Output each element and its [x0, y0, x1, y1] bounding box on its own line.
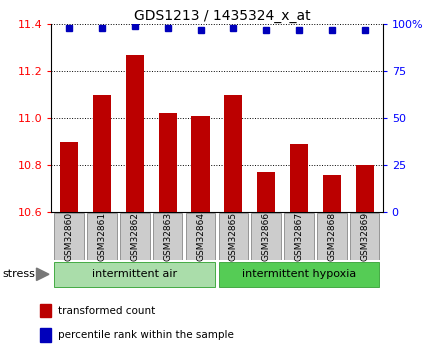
Text: percentile rank within the sample: percentile rank within the sample: [58, 330, 234, 339]
Text: GSM32865: GSM32865: [229, 212, 238, 261]
FancyBboxPatch shape: [218, 262, 380, 287]
Text: GSM32862: GSM32862: [130, 212, 139, 261]
FancyBboxPatch shape: [350, 213, 380, 259]
Text: GSM32868: GSM32868: [328, 212, 336, 261]
Text: GSM32860: GSM32860: [65, 212, 74, 261]
FancyBboxPatch shape: [87, 213, 117, 259]
FancyBboxPatch shape: [284, 213, 314, 259]
FancyBboxPatch shape: [54, 262, 215, 287]
FancyBboxPatch shape: [120, 213, 150, 259]
Text: GSM32863: GSM32863: [163, 212, 172, 261]
Text: GSM32866: GSM32866: [262, 212, 271, 261]
Bar: [191, 116, 210, 212]
FancyBboxPatch shape: [186, 213, 215, 259]
FancyBboxPatch shape: [153, 213, 182, 259]
Text: GSM32861: GSM32861: [97, 212, 106, 261]
Bar: [93, 95, 111, 212]
Bar: [323, 175, 341, 212]
Bar: [290, 144, 308, 212]
Bar: [159, 114, 177, 212]
Bar: [60, 142, 78, 212]
FancyBboxPatch shape: [317, 213, 347, 259]
Bar: [224, 95, 243, 212]
Text: GDS1213 / 1435324_x_at: GDS1213 / 1435324_x_at: [134, 9, 311, 23]
FancyBboxPatch shape: [54, 213, 84, 259]
Text: stress: stress: [2, 269, 35, 279]
FancyBboxPatch shape: [218, 213, 248, 259]
Text: GSM32869: GSM32869: [360, 212, 369, 261]
Text: intermittent hypoxia: intermittent hypoxia: [242, 269, 356, 279]
Text: intermittent air: intermittent air: [92, 269, 178, 279]
FancyBboxPatch shape: [251, 213, 281, 259]
Text: GSM32864: GSM32864: [196, 212, 205, 261]
Bar: [257, 172, 275, 212]
Text: GSM32867: GSM32867: [295, 212, 303, 261]
Text: transformed count: transformed count: [58, 306, 155, 315]
Bar: [126, 55, 144, 212]
Bar: [356, 165, 374, 212]
